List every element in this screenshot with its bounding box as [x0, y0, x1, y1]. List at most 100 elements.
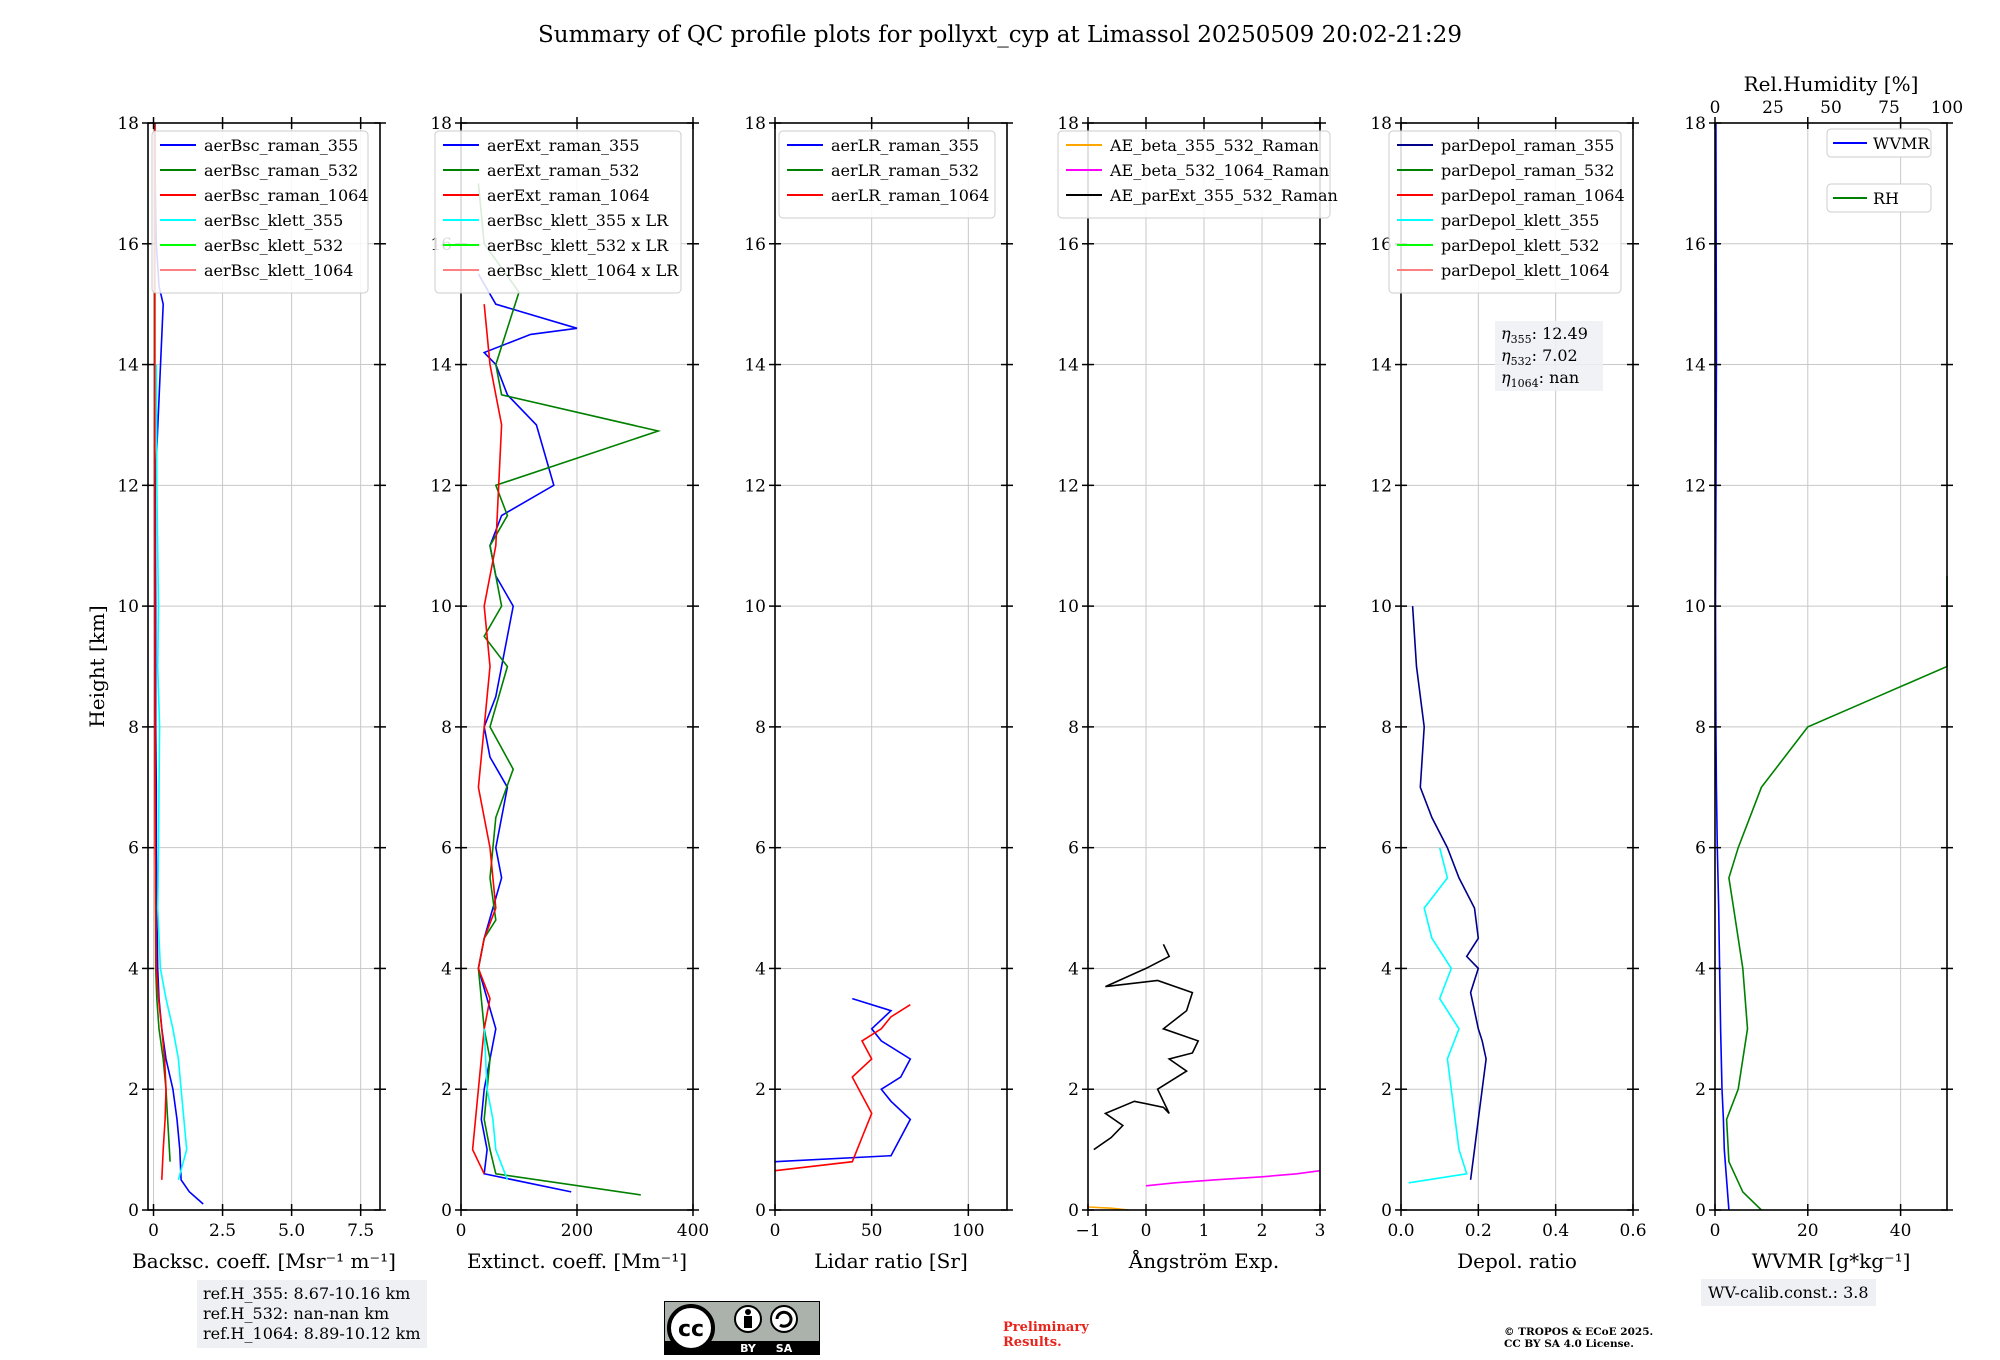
legend-entry: aerExt_raman_1064: [487, 186, 650, 205]
x-tick-label: 7.5: [347, 1221, 374, 1241]
y-tick-label: 0: [755, 1201, 766, 1221]
legend: aerBsc_raman_355 aerBsc_raman_532 aerBsc_r…: [151, 130, 369, 294]
legend-entry: aerBsc_klett_355: [204, 211, 343, 230]
copyright-line-2: CC BY SA 4.0 License.: [1504, 1338, 1634, 1350]
legend-entry: AE_beta_532_1064_Raman: [1109, 161, 1329, 180]
series-line-aerExt_raman_532: [477, 183, 662, 1196]
series-line-parDepol_klett_355: [1408, 847, 1468, 1184]
prelim-line-1: Preliminary: [1003, 1320, 1089, 1335]
y-tick-label: 6: [1695, 839, 1706, 859]
y-tick-label: 0: [441, 1201, 452, 1221]
series-line-parDepol_raman_355: [1411, 606, 1487, 1180]
x-axis-label: Lidar ratio [Sr]: [814, 1249, 968, 1273]
y-tick-label: 8: [1695, 718, 1706, 738]
y-tick-label: 12: [430, 476, 452, 496]
x-tick-label: 50: [861, 1221, 883, 1241]
y-tick-label: 8: [441, 718, 452, 738]
y-tick-label: 10: [1370, 597, 1392, 617]
legend-entry: aerLR_raman_1064: [831, 186, 989, 205]
x-axis-label: Ångström Exp.: [1128, 1248, 1279, 1273]
y-tick-label: 0: [1381, 1201, 1392, 1221]
series-line-WVMR: [1714, 122, 1730, 1211]
x-tick-label: 2.5: [209, 1221, 236, 1241]
legend-entry: aerExt_raman_355: [487, 136, 640, 155]
legend-entry: WVMR: [1873, 134, 1930, 153]
figure-title: Summary of QC profile plots for pollyxt_…: [538, 22, 1462, 48]
top-x-axis-label: Rel.Humidity [%]: [1744, 72, 1919, 96]
legend-box: [1057, 130, 1331, 219]
top-x-tick-label: 100: [1931, 98, 1963, 118]
x-tick-label: 5.0: [278, 1221, 305, 1241]
x-tick-label: 0: [148, 1221, 159, 1241]
y-tick-label: 4: [441, 959, 452, 979]
legend-entry: parDepol_klett_1064: [1441, 261, 1610, 280]
y-tick-label: 18: [744, 114, 766, 134]
legend: aerExt_raman_355 aerExt_raman_532 aerExt_r…: [434, 130, 682, 294]
y-tick-label: 14: [117, 356, 139, 376]
top-x-tick-label: 25: [1762, 98, 1784, 118]
y-tick-label: 8: [755, 718, 766, 738]
legend-entry: aerBsc_raman_532: [204, 161, 358, 180]
y-tick-label: 10: [430, 597, 452, 617]
y-tick-label: 14: [744, 356, 766, 376]
x-tick-label: −1: [1075, 1221, 1100, 1241]
y-tick-label: 14: [1684, 356, 1706, 376]
legend-box: [1388, 130, 1622, 294]
y-tick-label: 4: [1695, 959, 1706, 979]
y-tick-label: 8: [128, 718, 139, 738]
series-line-AE_parExt_355_532_Raman: [1093, 943, 1200, 1151]
legend-entry: parDepol_raman_355: [1441, 136, 1614, 155]
y-tick-label: 12: [1370, 476, 1392, 496]
y-tick-label: 16: [1057, 235, 1079, 255]
svg-text:SA: SA: [776, 1342, 793, 1355]
y-tick-label: 10: [744, 597, 766, 617]
legend-entry: aerBsc_klett_532: [204, 236, 343, 255]
plot-frame: [1714, 122, 1948, 1211]
y-tick-label: 2: [441, 1080, 452, 1100]
legend-entry: aerBsc_klett_1064 x LR: [487, 261, 679, 280]
x-tick-label: 1: [1199, 1221, 1210, 1241]
y-tick-label: 4: [755, 959, 766, 979]
cc-icon: [667, 1304, 715, 1352]
x-tick-label: 200: [561, 1221, 593, 1241]
x-tick-label: 40: [1890, 1221, 1912, 1241]
x-axis-label: Backsc. coeff. [Msr⁻¹ m⁻¹]: [132, 1249, 396, 1273]
y-tick-label: 8: [1381, 718, 1392, 738]
x-tick-label: 100: [952, 1221, 984, 1241]
y-tick-label: 16: [117, 235, 139, 255]
y-tick-label: 4: [1068, 959, 1079, 979]
legend-entry: AE_parExt_355_532_Raman: [1109, 186, 1338, 205]
legend-entry: aerLR_raman_532: [831, 161, 979, 180]
svg-text:cc: cc: [678, 1317, 704, 1342]
y-tick-label: 12: [1057, 476, 1079, 496]
series-line-aerBsc_raman_1064: [153, 123, 167, 1180]
legend-box: [434, 130, 682, 294]
y-tick-label: 0: [1695, 1201, 1706, 1221]
y-tick-label: 14: [430, 356, 452, 376]
svg-text:BY: BY: [740, 1342, 757, 1355]
ref-h-532: ref.H_532: nan-nan km: [203, 1304, 390, 1323]
y-axis-label: Height [km]: [85, 605, 109, 727]
legend-entry: aerBsc_klett_532 x LR: [487, 236, 669, 255]
cc-by-sa-badge: cc BY SA: [664, 1301, 820, 1355]
x-tick-label: 0: [770, 1221, 781, 1241]
y-tick-label: 4: [128, 959, 139, 979]
eta-box: [1495, 321, 1603, 391]
sa-share-icon: [770, 1305, 798, 1333]
plot-frame: [147, 122, 381, 1211]
y-tick-label: 16: [744, 235, 766, 255]
legend-entry: aerBsc_klett_1064: [204, 261, 353, 280]
prelim-line-2: Results.: [1003, 1335, 1062, 1350]
ref-h-355: ref.H_355: 8.67-10.16 km: [203, 1284, 411, 1303]
eta-annotation: η532: 7.02: [1501, 346, 1578, 368]
x-tick-label: 2: [1257, 1221, 1268, 1241]
series-line-aerExt_raman_1064: [471, 304, 503, 1175]
y-tick-label: 6: [1381, 839, 1392, 859]
x-tick-label: 0.6: [1619, 1221, 1646, 1241]
eta-annotation: η1064: nan: [1501, 368, 1579, 390]
y-tick-label: 12: [117, 476, 139, 496]
series-line-AE_beta_532_1064_Raman: [1145, 1169, 1321, 1187]
reference-height-box: ref.H_355: 8.67-10.16 km ref.H_532: nan-…: [197, 1280, 427, 1348]
